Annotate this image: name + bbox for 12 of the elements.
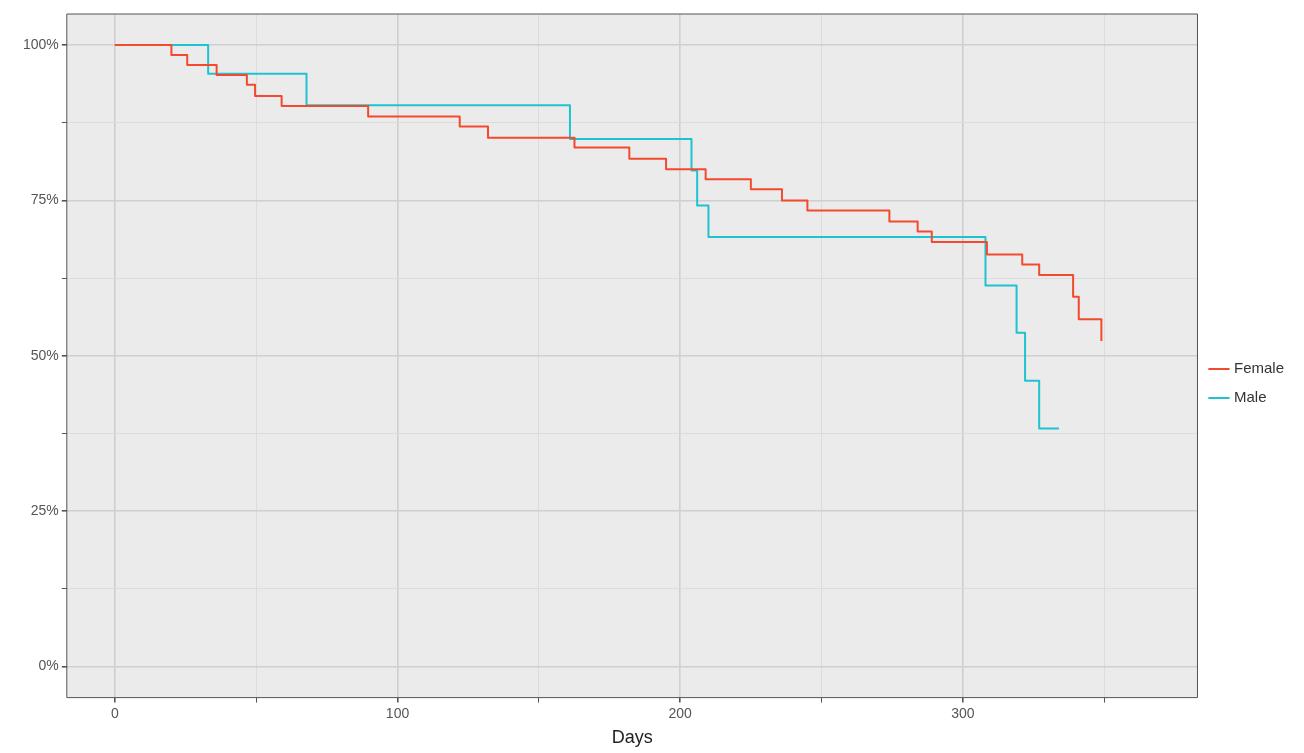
- x-axis-title: Days: [611, 727, 653, 748]
- y-tick-label: 100%: [22, 35, 59, 52]
- x-tick-label: 300: [951, 704, 975, 721]
- y-tick-label: 25%: [30, 502, 59, 519]
- x-tick-label: 0: [110, 704, 119, 721]
- legend-label: Female: [1233, 359, 1285, 377]
- y-tick-label: 50%: [30, 346, 59, 363]
- x-tick-label: 200: [668, 704, 693, 721]
- legend-label: Male: [1233, 388, 1267, 406]
- y-tick-label: 0%: [38, 657, 59, 674]
- x-tick-label: 100: [385, 704, 410, 721]
- y-tick-label: 75%: [30, 191, 59, 208]
